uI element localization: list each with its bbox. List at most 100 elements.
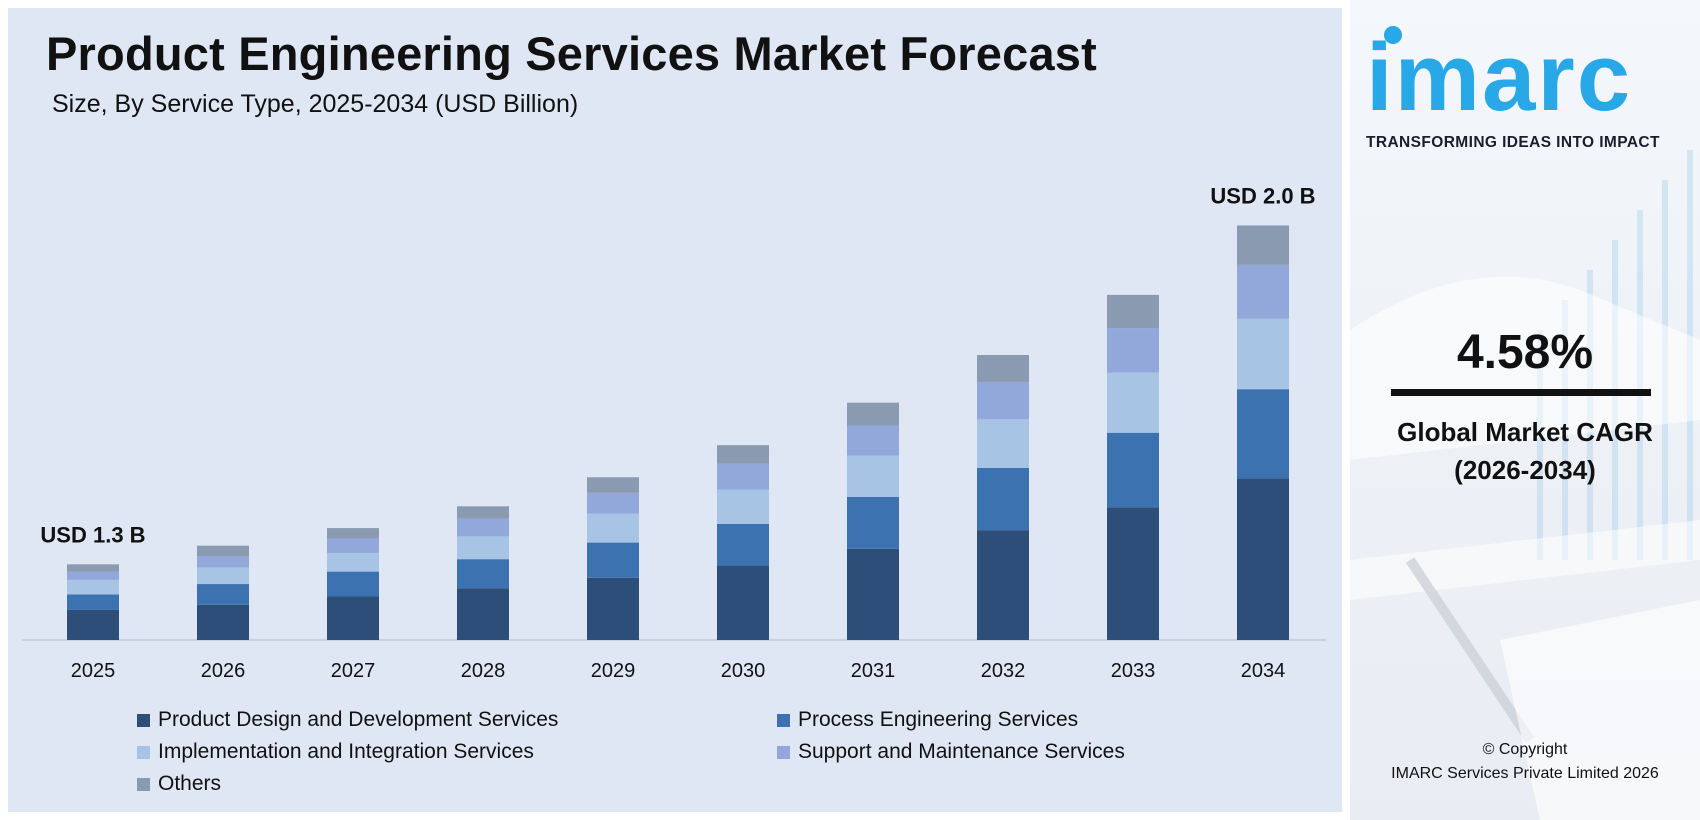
bar-2032-series-3	[977, 381, 1029, 420]
x-tick-label-2028: 2028	[461, 660, 506, 682]
bar-2032-series-2	[977, 419, 1029, 468]
bar-2026-series-1	[197, 584, 249, 605]
chart-subtitle: Size, By Service Type, 2025-2034 (USD Bi…	[52, 90, 579, 118]
legend-label-2: Implementation and Integration Services	[158, 740, 534, 763]
legend-item-2: Implementation and Integration Services	[137, 740, 777, 764]
bar-2031-series-4	[847, 402, 899, 426]
bar-2027-series-4	[327, 528, 379, 539]
x-tick-label-2026: 2026	[201, 660, 246, 682]
bar-2034-series-1	[1237, 389, 1289, 479]
bar-2027-series-0	[327, 596, 379, 640]
legend-label-4: Others	[158, 772, 222, 795]
data-label-2034: USD 2.0 B	[1210, 183, 1315, 208]
cagr-label: Global Market CAGR (2026-2034)	[1350, 413, 1700, 489]
bar-stack-2030	[717, 445, 769, 640]
legend-swatch-1	[777, 713, 790, 727]
stacked-bar-chart: 2025 2026 2027 2028 2029 2030 2031 2032 2033 2034…	[22, 183, 1326, 682]
bar-stack-2025	[67, 564, 119, 640]
bar-2032-series-0	[977, 530, 1029, 640]
x-tick-label-2034: 2034	[1241, 660, 1286, 682]
background-chart-graphic	[1350, 150, 1700, 820]
legend-label-1: Process Engineering Services	[798, 708, 1079, 731]
bar-2032-series-1	[977, 467, 1029, 531]
bar-2027-series-3	[327, 538, 379, 553]
bar-stack-2034	[1237, 225, 1289, 640]
chart-title: Product Engineering Services Market Fore…	[46, 27, 1097, 80]
bar-2029-series-4	[587, 477, 639, 493]
bar-2026-series-0	[197, 604, 249, 640]
chart-legend: Product Design and Development Services P…	[137, 708, 1187, 796]
bar-2033-series-3	[1107, 328, 1159, 373]
bar-2028-series-2	[457, 536, 509, 560]
bar-2031-series-2	[847, 455, 899, 497]
bar-2033-series-2	[1107, 372, 1159, 433]
bar-2026-series-2	[197, 567, 249, 585]
bar-stack-2032	[977, 355, 1029, 640]
cagr-divider	[1391, 389, 1651, 396]
bar-2034-series-3	[1237, 264, 1289, 319]
bar-2028-series-4	[457, 506, 509, 519]
logo-text: imarc	[1366, 24, 1633, 131]
copyright-line1: © Copyright	[1482, 741, 1568, 758]
bar-2034-series-2	[1237, 318, 1289, 390]
bar-2029-series-3	[587, 492, 639, 514]
bar-2025-series-2	[67, 579, 119, 595]
x-tick-label-2029: 2029	[591, 660, 636, 682]
bar-2030-series-0	[717, 565, 769, 640]
legend-swatch-3	[777, 745, 790, 759]
cagr-label-line2: (2026-2034)	[1454, 455, 1596, 485]
logo-dot-icon	[1384, 26, 1402, 44]
bar-2027-series-1	[327, 571, 379, 597]
copyright: © Copyright IMARC Services Private Limit…	[1350, 738, 1700, 786]
cagr-label-line1: Global Market CAGR	[1397, 417, 1653, 447]
x-tick-label-2027: 2027	[331, 660, 376, 682]
bar-2028-series-3	[457, 518, 509, 537]
bar-2033-series-4	[1107, 294, 1159, 329]
x-tick-label-2025: 2025	[71, 660, 116, 682]
bar-2030-series-1	[717, 523, 769, 566]
bar-2026-series-4	[197, 545, 249, 557]
logo-tagline: TRANSFORMING IDEAS INTO IMPACT	[1366, 134, 1660, 151]
bar-2029-series-1	[587, 542, 639, 578]
bar-stack-2031	[847, 402, 899, 640]
bar-stack-2027	[327, 528, 379, 640]
legend-swatch-0	[137, 713, 150, 727]
bar-2028-series-1	[457, 559, 509, 589]
bar-2030-series-3	[717, 463, 769, 490]
bar-2025-series-3	[67, 571, 119, 580]
legend-swatch-2	[137, 745, 150, 759]
x-tick-label-2030: 2030	[721, 660, 766, 682]
bar-2030-series-4	[717, 445, 769, 464]
imarc-logo: imarc TRANSFORMING IDEAS INTO IMPACT	[1366, 24, 1686, 152]
bar-2034-series-0	[1237, 478, 1289, 640]
bar-2025-series-1	[67, 594, 119, 610]
legend-label-0: Product Design and Development Services	[158, 708, 559, 731]
legend-item-1: Process Engineering Services	[777, 708, 1177, 732]
legend-item-4: Others	[137, 772, 777, 796]
x-tick-label-2031: 2031	[851, 660, 896, 682]
bar-stack-2028	[457, 506, 509, 640]
bar-stack-2029	[587, 477, 639, 640]
x-tick-label-2033: 2033	[1111, 660, 1156, 682]
bar-2025-series-4	[67, 564, 119, 572]
bar-2033-series-0	[1107, 507, 1159, 640]
cagr-value: 4.58%	[1456, 326, 1594, 379]
bar-2025-series-0	[67, 609, 119, 640]
legend-item-0: Product Design and Development Services	[137, 708, 777, 732]
bar-2029-series-0	[587, 577, 639, 640]
copyright-line2: IMARC Services Private Limited 2026	[1391, 765, 1659, 782]
bar-2031-series-3	[847, 425, 899, 456]
data-label-2025: USD 1.3 B	[40, 522, 145, 547]
x-tick-label-2032: 2032	[981, 660, 1026, 682]
bar-stack-2033	[1107, 294, 1159, 640]
bar-2033-series-1	[1107, 432, 1159, 508]
bar-2026-series-3	[197, 556, 249, 568]
bar-2030-series-2	[717, 489, 769, 524]
bar-2032-series-4	[977, 355, 1029, 382]
bar-2031-series-0	[847, 548, 899, 640]
bar-2031-series-1	[847, 496, 899, 549]
bar-2029-series-2	[587, 513, 639, 543]
legend-item-3: Support and Maintenance Services	[777, 740, 1177, 764]
sidebar: imarc TRANSFORMING IDEAS INTO IMPACT 4.5…	[1350, 0, 1700, 820]
legend-swatch-4	[137, 777, 150, 791]
